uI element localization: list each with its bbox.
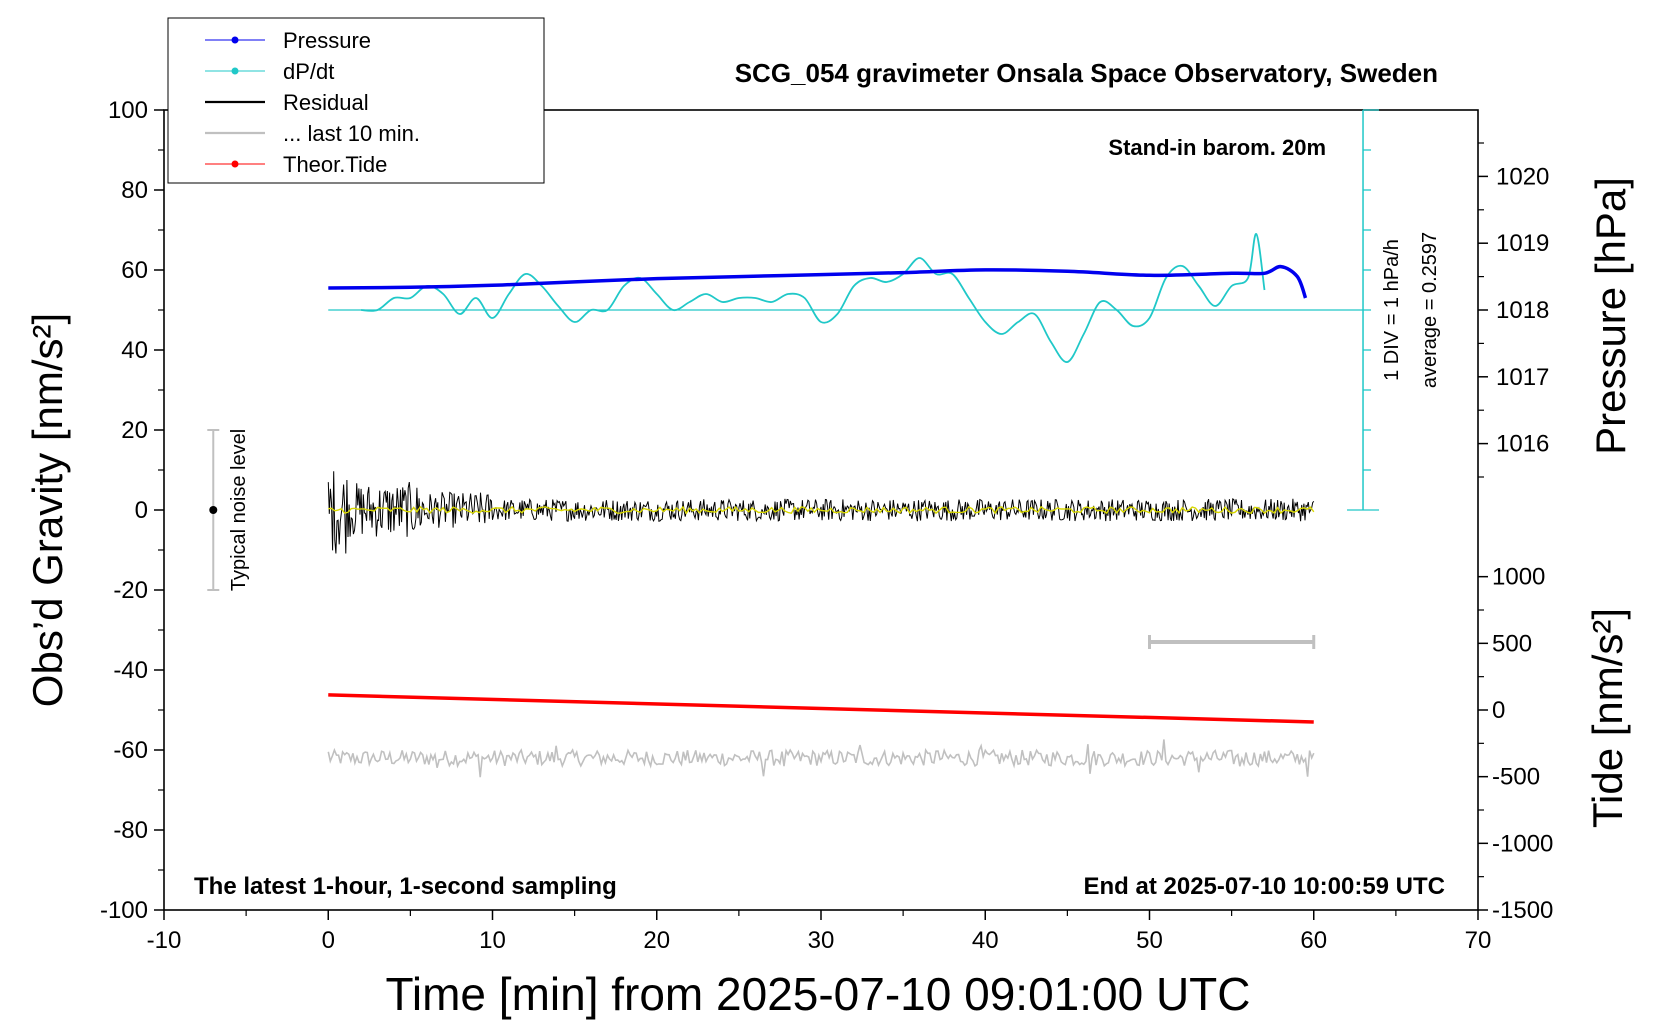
y-tick-label: 40 (121, 337, 148, 364)
legend-marker (231, 36, 239, 44)
tide-axis: -1500 -1000 -500 0 500 1000 (1478, 564, 1553, 924)
y-tick-label: 0 (135, 497, 148, 524)
pressure-tick-label: 1019 (1496, 230, 1549, 257)
tide-axis-label: Tide [nm/s²] (1584, 608, 1631, 828)
y-tick-label: -60 (113, 737, 148, 764)
chart-title: SCG_054 gravimeter Onsala Space Observat… (735, 58, 1438, 88)
bottom-left-note: The latest 1-hour, 1-second sampling (194, 873, 617, 900)
tide-tick-label: -1500 (1492, 897, 1553, 924)
legend-entries: Pressure dP/dt Residual ... last 10 min. The… (205, 28, 420, 177)
legend-marker (231, 67, 239, 75)
tide-tick-label: 0 (1492, 697, 1505, 724)
y-tick-label: -100 (100, 897, 148, 924)
y-tick-label: 60 (121, 257, 148, 284)
tide-tick-label: -1000 (1492, 830, 1553, 857)
series-last-10-min (327, 739, 1315, 778)
x-tick-label: 70 (1465, 927, 1492, 954)
noise-level-marker (207, 429, 220, 591)
legend-label: Theor.Tide (283, 152, 387, 177)
y-tick-label: -80 (113, 817, 148, 844)
pressure-tick-label: 1017 (1496, 364, 1549, 391)
noise-level-label: Typical noise level (228, 429, 250, 591)
x-tick-label: 10 (479, 927, 506, 954)
noise-level-dot (209, 506, 218, 514)
legend-box (167, 17, 545, 184)
legend-marker (231, 160, 239, 168)
x-tick-label: 40 (972, 927, 999, 954)
pressure-axis: 1016 1017 1018 1019 1020 (1478, 142, 1549, 478)
div-label: 1 DIV = 1 hPa/h (1381, 239, 1403, 381)
legend-label: ... last 10 min. (283, 121, 420, 146)
series-layer (327, 233, 1364, 778)
legend-label: Pressure (283, 28, 371, 53)
series-pressure (328, 264, 1308, 299)
average-label: average = 0.2597 (1419, 232, 1441, 388)
y-axis-left: -100 -80 -60 -40 -20 0 20 40 60 80 100 (100, 97, 164, 924)
y-tick-label: -20 (113, 577, 148, 604)
series-dpdt (361, 233, 1266, 363)
y-tick-label: 20 (121, 417, 148, 444)
x-axis-label: Time [min] from 2025-07-10 09:01:00 UTC (386, 968, 1251, 1020)
tide-tick-label: 1000 (1492, 564, 1545, 591)
x-tick-label: 20 (643, 927, 670, 954)
y-tick-label: 80 (121, 177, 148, 204)
x-axis: -10 0 10 20 30 40 50 60 70 (147, 910, 1492, 954)
legend-label: Residual (283, 90, 369, 115)
pressure-axis-label: Pressure [hPa] (1587, 177, 1634, 455)
series-residual (327, 471, 1315, 554)
tide-tick-label: -500 (1492, 764, 1540, 791)
x-tick-label: 30 (808, 927, 835, 954)
legend-label: dP/dt (283, 59, 334, 84)
x-tick-label: 60 (1300, 927, 1327, 954)
y-axis-label-left: Obs’d Gravity [nm/s²] (24, 313, 71, 707)
y-tick-label: 100 (108, 97, 148, 124)
series-residual-smoothed (328, 505, 1315, 515)
pressure-tick-label: 1020 (1496, 163, 1549, 190)
pressure-tick-label: 1018 (1496, 297, 1549, 324)
bottom-right-note: End at 2025-07-10 10:00:59 UTC (1084, 873, 1446, 900)
y-tick-label: -40 (113, 657, 148, 684)
x-tick-label: -10 (147, 927, 182, 954)
tide-tick-label: 500 (1492, 630, 1532, 657)
stand-in-barometer-note: Stand-in barom. 20m (1108, 135, 1326, 160)
x-tick-label: 50 (1136, 927, 1163, 954)
pressure-tick-label: 1016 (1496, 431, 1549, 458)
x-tick-label: 0 (322, 927, 335, 954)
legend: Pressure dP/dt Residual ... last 10 min. The… (167, 17, 545, 184)
series-theor-tide (328, 693, 1314, 724)
